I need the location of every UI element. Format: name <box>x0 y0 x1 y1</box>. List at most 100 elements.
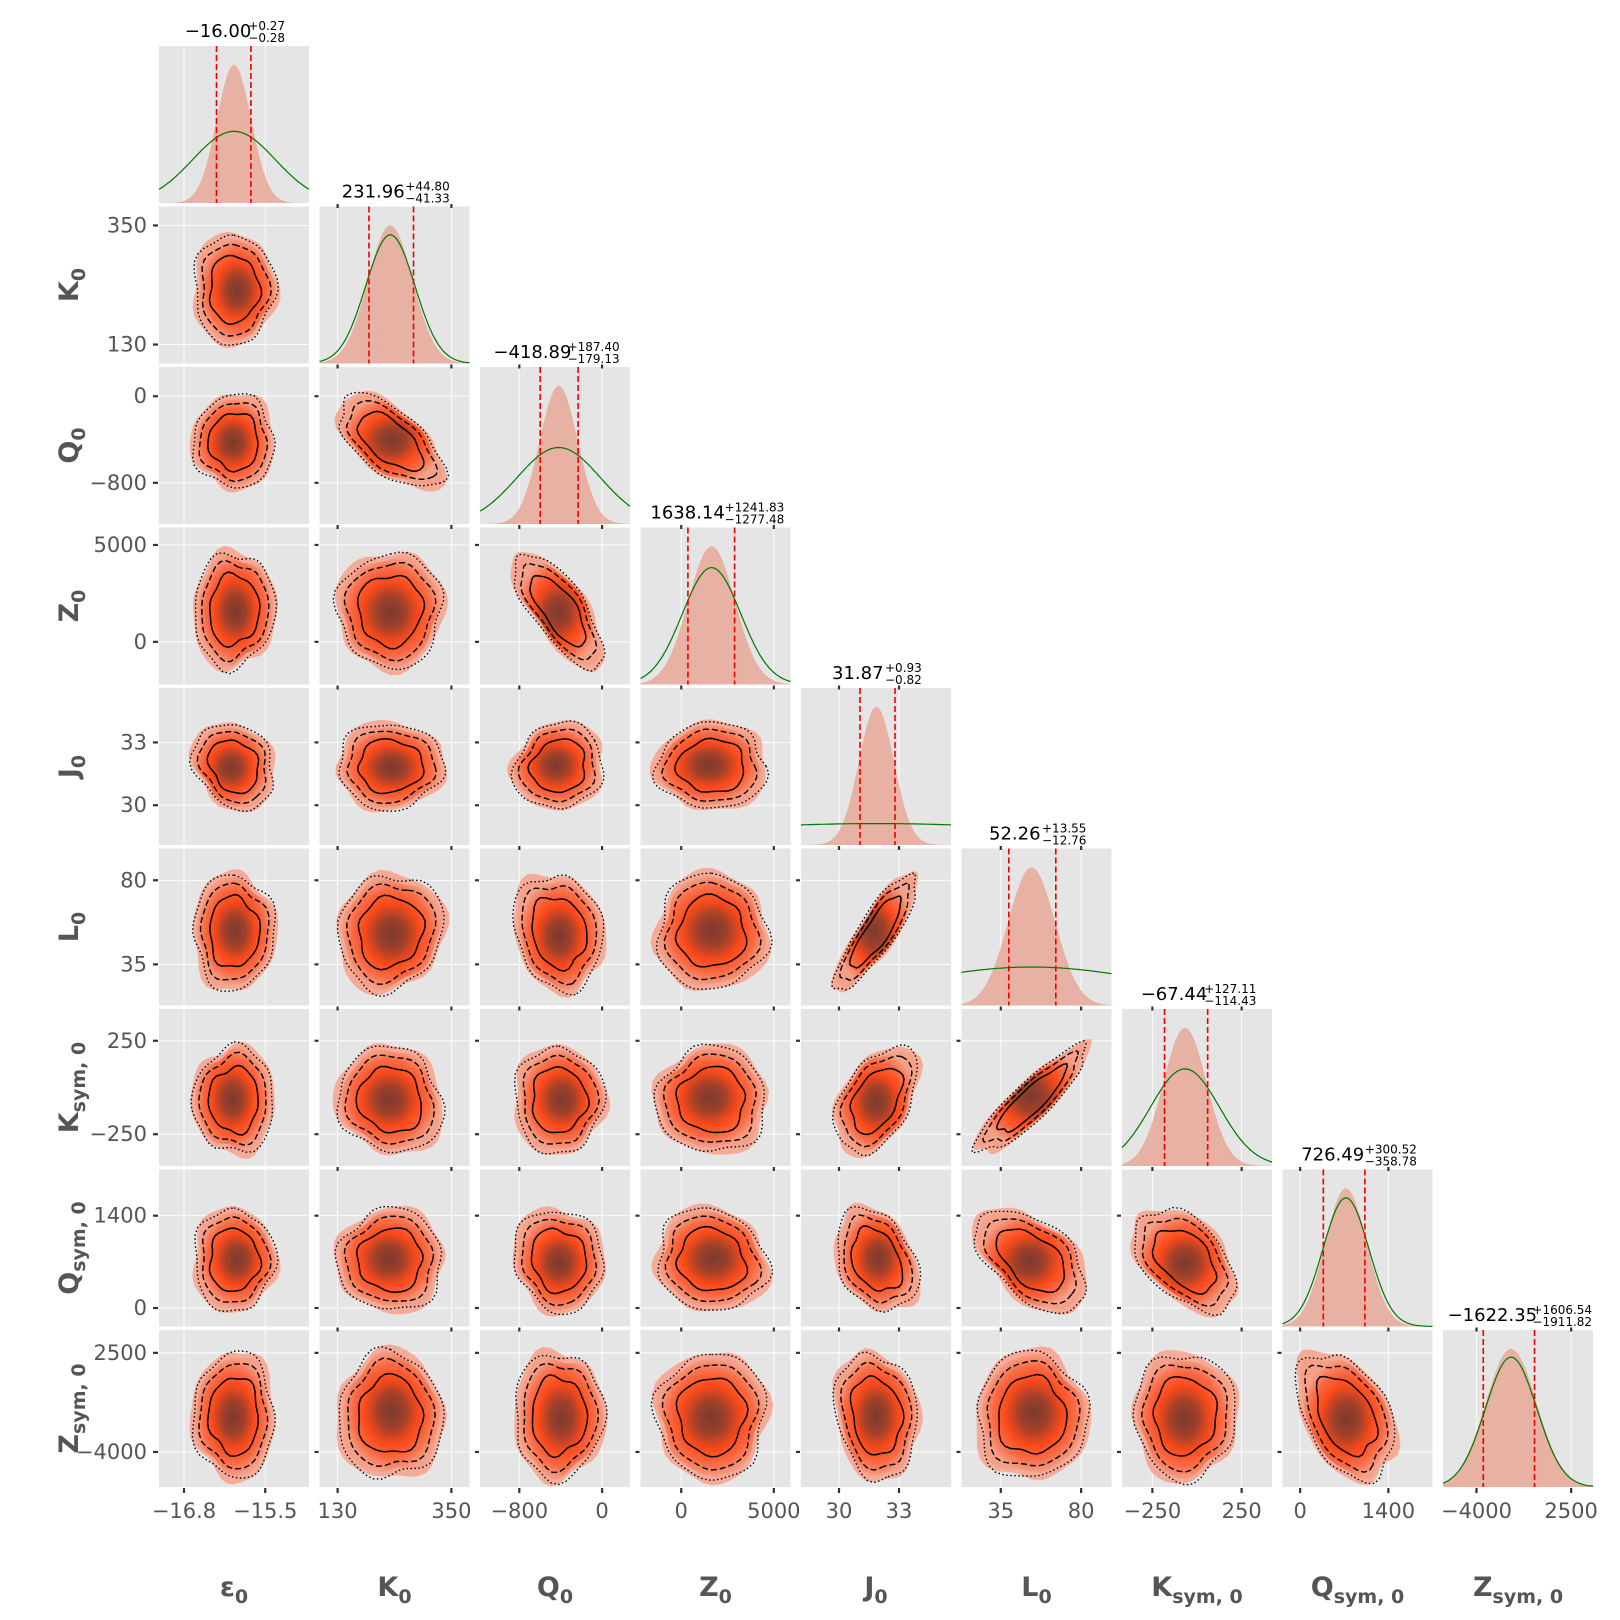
x-axis-label-Ksym0: Ksym, 0 <box>1151 1572 1242 1608</box>
pair-panel-Q0-Qsym0 <box>480 1169 630 1327</box>
x-tick-label: 30 <box>826 1499 853 1523</box>
pair-panel-K0-Qsym0 <box>319 1169 470 1327</box>
contour-2sigma <box>344 1054 435 1146</box>
pair-panel-J0-Zsym0 <box>801 1330 951 1487</box>
density-fill <box>196 876 274 986</box>
y-axis-label-L0: L0 <box>54 912 90 942</box>
pair-panel-L0-Qsym0 <box>961 1169 1112 1327</box>
density-fill <box>517 880 602 992</box>
contour-3sigma <box>1132 1356 1236 1486</box>
contour-1sigma <box>531 1374 589 1459</box>
contour-2sigma <box>343 561 437 662</box>
density-fill <box>519 1049 605 1150</box>
y-axis-label-Qsym0: Qsym, 0 <box>54 1201 90 1295</box>
contour-1sigma <box>850 1225 904 1292</box>
median-value: −1622.35 <box>1448 1305 1538 1326</box>
density-fill <box>194 1357 272 1477</box>
lower-error: −1277.48 <box>725 513 785 527</box>
contour-3sigma <box>831 872 917 991</box>
y-axis-label-Z0: Z0 <box>54 590 90 623</box>
x-axis-label-J0: J0 <box>862 1572 887 1608</box>
diag-panel-Ksym0: −67.44+127.11−114.43 <box>1121 982 1273 1166</box>
contour-2sigma <box>201 1216 272 1303</box>
contour-2sigma <box>1141 1217 1229 1308</box>
y-axis-label-J0: J0 <box>54 755 90 780</box>
density-fill <box>339 1049 440 1150</box>
median-value: −67.44 <box>1141 984 1208 1005</box>
contour-3sigma <box>837 1205 922 1314</box>
contour-3sigma <box>971 1040 1087 1154</box>
pair-panel-K0-J0 <box>319 688 470 845</box>
contour-1sigma <box>208 254 263 326</box>
contour-2sigma <box>199 882 270 981</box>
x-axis-label-K0: K0 <box>377 1572 411 1608</box>
contour-1sigma <box>206 739 260 795</box>
contour-1sigma <box>357 574 426 650</box>
contour-2sigma <box>986 1360 1081 1467</box>
contour-2sigma <box>982 1218 1077 1305</box>
pair-panel-J0-Qsym0 <box>801 1169 951 1327</box>
contour-3sigma <box>336 1045 446 1154</box>
x-axis-label-Z0: Z0 <box>699 1572 732 1608</box>
y-tick-label: 2500 <box>94 1341 147 1365</box>
contour-2sigma <box>346 882 437 985</box>
contour-1sigma <box>357 1372 425 1453</box>
contour-2sigma <box>522 1054 600 1145</box>
density-fill <box>659 1210 768 1307</box>
contour-3sigma <box>655 872 774 991</box>
contour-3sigma <box>976 1349 1091 1478</box>
density-fill <box>656 1358 766 1477</box>
contour-2sigma <box>520 1218 598 1307</box>
contour-1sigma <box>1152 1376 1218 1457</box>
contour-2sigma <box>664 1215 763 1303</box>
density-fill <box>340 395 443 485</box>
density-fill <box>839 1208 917 1309</box>
density-fill <box>1299 1358 1394 1480</box>
posterior-kde <box>640 546 791 685</box>
median-value: 31.87 <box>832 663 884 684</box>
posterior-kde <box>159 64 309 203</box>
contour-3sigma <box>188 723 275 813</box>
contour-2sigma <box>843 1214 914 1304</box>
density-fill <box>657 875 767 986</box>
contour-1sigma <box>357 894 426 971</box>
diag-panel-e0: −16.00+0.27−0.28 <box>158 19 310 203</box>
contour-2sigma <box>839 882 910 982</box>
prior-curve <box>158 130 310 190</box>
prior-curve <box>319 234 470 364</box>
contour-1sigma <box>529 574 587 648</box>
contour-1sigma <box>675 1377 749 1458</box>
contour-2sigma <box>1140 1364 1228 1473</box>
y-tick-label: −250 <box>89 1122 147 1146</box>
contour-3sigma <box>513 553 606 672</box>
contour-1sigma <box>675 1065 747 1134</box>
contour-3sigma <box>191 393 277 489</box>
diag-panel-Q0: −418.89+187.40−179.13 <box>479 340 631 524</box>
prior-curve <box>640 567 791 683</box>
contour-3sigma <box>194 552 278 675</box>
lower-error: −179.13 <box>568 352 620 366</box>
upper-error: +13.55 <box>1042 822 1086 836</box>
contour-2sigma <box>661 1364 760 1471</box>
contour-2sigma <box>201 243 273 337</box>
density-fill <box>519 1356 604 1480</box>
pair-panel-e0-Z0 <box>159 527 309 685</box>
x-tick-label: 5000 <box>747 1499 800 1523</box>
contour-2sigma <box>198 402 269 483</box>
pair-panel-Z0-J0 <box>640 688 791 845</box>
contour-2sigma <box>662 1053 757 1143</box>
contour-2sigma <box>663 881 762 981</box>
x-tick-label: 35 <box>987 1499 1014 1523</box>
x-axis-label-Qsym0: Qsym, 0 <box>1311 1572 1405 1608</box>
x-tick-label: −15.5 <box>233 1499 297 1523</box>
x-axis-label-e0: ε0 <box>220 1572 248 1608</box>
x-axis-label-Q0: Q0 <box>537 1572 573 1608</box>
upper-error: +127.11 <box>1204 982 1256 996</box>
y-tick-label: 1400 <box>94 1204 147 1228</box>
contour-1sigma <box>675 1225 749 1292</box>
contour-1sigma <box>996 1062 1069 1134</box>
x-axis-label-L0: L0 <box>1021 1572 1051 1608</box>
median-value: 231.96 <box>342 182 405 203</box>
pair-panel-Z0-L0 <box>640 848 791 1006</box>
contour-3sigma <box>510 720 605 810</box>
